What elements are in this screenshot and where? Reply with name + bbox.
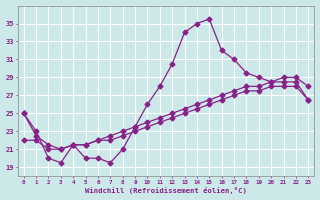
X-axis label: Windchill (Refroidissement éolien,°C): Windchill (Refroidissement éolien,°C) [85, 187, 247, 194]
